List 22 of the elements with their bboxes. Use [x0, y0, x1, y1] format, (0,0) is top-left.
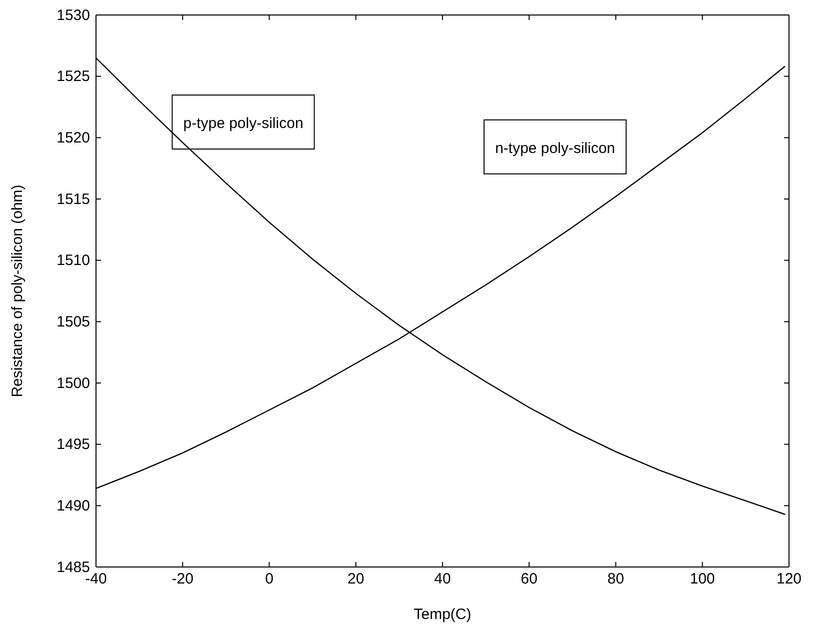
y-tick-label: 1500 — [56, 374, 90, 392]
x-axis-title: Temp(C) — [414, 606, 472, 623]
x-tick-label: 60 — [520, 570, 538, 588]
y-tick-label: 1520 — [56, 129, 90, 146]
x-tick-label: 40 — [434, 570, 451, 588]
x-tick-label: -20 — [172, 570, 194, 588]
y-tick-label: 1530 — [56, 6, 90, 24]
y-tick-label: 1485 — [56, 558, 90, 576]
y-tick-label: 1495 — [56, 436, 90, 454]
y-tick-label: 1525 — [56, 68, 90, 86]
y-tick-label: 1505 — [56, 313, 90, 330]
y-tick-label: 1490 — [56, 497, 90, 514]
text: n-type poly-silicon — [495, 140, 616, 157]
x-tick-label: 120 — [776, 570, 802, 588]
y-tick-label: 1515 — [56, 190, 90, 208]
x-tick-label: 100 — [690, 570, 715, 588]
y-axis-title: Resistance of poly-silicon (ohm) — [9, 184, 26, 398]
x-tick-label: 0 — [265, 570, 274, 588]
y-tick-label: 1510 — [56, 252, 90, 270]
x-tick-label: 80 — [607, 570, 624, 588]
series-label: p-type poly-silicon — [183, 115, 304, 132]
x-tick-label: 20 — [348, 570, 364, 588]
